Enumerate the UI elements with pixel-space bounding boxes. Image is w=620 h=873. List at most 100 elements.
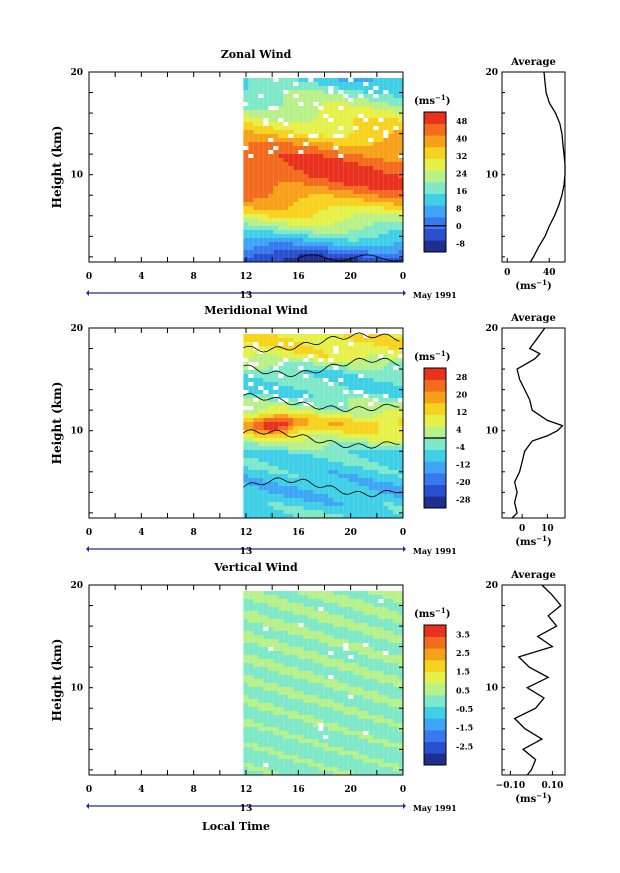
colorbar-tick-label: -2.5 [456, 741, 473, 751]
heatmap-cell [383, 663, 389, 667]
heatmap-cell [338, 346, 344, 350]
heatmap-cell [273, 226, 279, 230]
heatmap-cell [293, 110, 299, 114]
heatmap-cell [323, 510, 329, 514]
heatmap-cell [273, 739, 279, 743]
heatmap-cell [268, 659, 274, 663]
heatmap-cell [268, 158, 274, 162]
heatmap-cell [368, 767, 374, 771]
heatmap-cell [318, 238, 324, 242]
heatmap-cell [378, 438, 384, 442]
heatmap-cell [243, 743, 249, 747]
heatmap-cell [328, 426, 334, 430]
heatmap-cell [283, 595, 289, 599]
heatmap-cell [353, 767, 359, 771]
heatmap-cell [273, 146, 279, 150]
heatmap-cell [383, 607, 389, 611]
heatmap-cell [273, 474, 279, 478]
heatmap-cell [243, 643, 249, 647]
heatmap-cell [308, 154, 314, 158]
heatmap-cell [348, 122, 354, 126]
heatmap-cell [378, 490, 384, 494]
heatmap-cell [298, 723, 304, 727]
heatmap-cell [343, 707, 349, 711]
heatmap-cell [378, 354, 384, 358]
heatmap-cell [368, 675, 374, 679]
heatmap-cell [378, 595, 384, 599]
heatmap-cell [263, 751, 269, 755]
heatmap-cell [318, 370, 324, 374]
heatmap-cell [253, 719, 259, 723]
heatmap-cell [378, 659, 384, 663]
heatmap-cell [398, 703, 404, 707]
heatmap-cell [338, 763, 344, 767]
heatmap-cell [313, 699, 319, 703]
heatmap-cell [348, 711, 354, 715]
heatmap-cell [298, 122, 304, 126]
heatmap-cell [393, 595, 399, 599]
heatmap-cell [363, 178, 369, 182]
heatmap-cell [273, 462, 279, 466]
heatmap-cell [338, 426, 344, 430]
month-label: May 1991 [413, 803, 457, 813]
heatmap-cell [323, 759, 329, 763]
heatmap-cell [348, 747, 354, 751]
heatmap-cell [243, 234, 249, 238]
heatmap-cell [263, 198, 269, 202]
heatmap-cell [303, 414, 309, 418]
heatmap-cell [273, 154, 279, 158]
heatmap-cell [378, 254, 384, 258]
heatmap-cell [303, 362, 309, 366]
heatmap-cell [278, 759, 284, 763]
average-title: Average [510, 57, 556, 68]
heatmap-cell [393, 94, 399, 98]
x-tick-label: 12 [240, 272, 253, 282]
heatmap-cell [333, 174, 339, 178]
heatmap-cell [378, 643, 384, 647]
heatmap-cell [383, 595, 389, 599]
heatmap-cell [298, 178, 304, 182]
heatmap-cell [338, 338, 344, 342]
heatmap-cell [263, 454, 269, 458]
heatmap-cell [393, 655, 399, 659]
heatmap-cell [323, 442, 329, 446]
heatmap-cell [393, 230, 399, 234]
heatmap-cell [293, 458, 299, 462]
heatmap-cell [308, 627, 314, 631]
heatmap-cell [263, 366, 269, 370]
heatmap-cell [303, 510, 309, 514]
heatmap-cell [348, 118, 354, 122]
heatmap-cell [373, 454, 379, 458]
heatmap-cell [293, 751, 299, 755]
heatmap-cell [393, 490, 399, 494]
heatmap-cell [353, 470, 359, 474]
heatmap-cell [308, 466, 314, 470]
heatmap-cell [318, 711, 324, 715]
heatmap-cell [288, 510, 294, 514]
heatmap-cell [348, 346, 354, 350]
heatmap-cell [333, 210, 339, 214]
heatmap-cell [288, 679, 294, 683]
heatmap-cell [368, 450, 374, 454]
heatmap-cell [303, 114, 309, 118]
heatmap-cell [378, 763, 384, 767]
heatmap-cell [258, 378, 264, 382]
heatmap-cell [398, 182, 404, 186]
heatmap-cell [303, 623, 309, 627]
heatmap-cell [313, 446, 319, 450]
heatmap-cell [373, 258, 379, 262]
heatmap-cell [383, 474, 389, 478]
heatmap-cell [248, 102, 254, 106]
heatmap-cell [388, 442, 394, 446]
heatmap-cell [313, 743, 319, 747]
heatmap-cell [363, 514, 369, 518]
heatmap-cell [368, 78, 374, 82]
heatmap-cell [388, 446, 394, 450]
heatmap-cell [283, 458, 289, 462]
heatmap-cell [358, 474, 364, 478]
heatmap-cell [303, 178, 309, 182]
heatmap-cell [318, 635, 324, 639]
heatmap-cell [353, 230, 359, 234]
heatmap-cell [353, 434, 359, 438]
heatmap-cell [348, 691, 354, 695]
